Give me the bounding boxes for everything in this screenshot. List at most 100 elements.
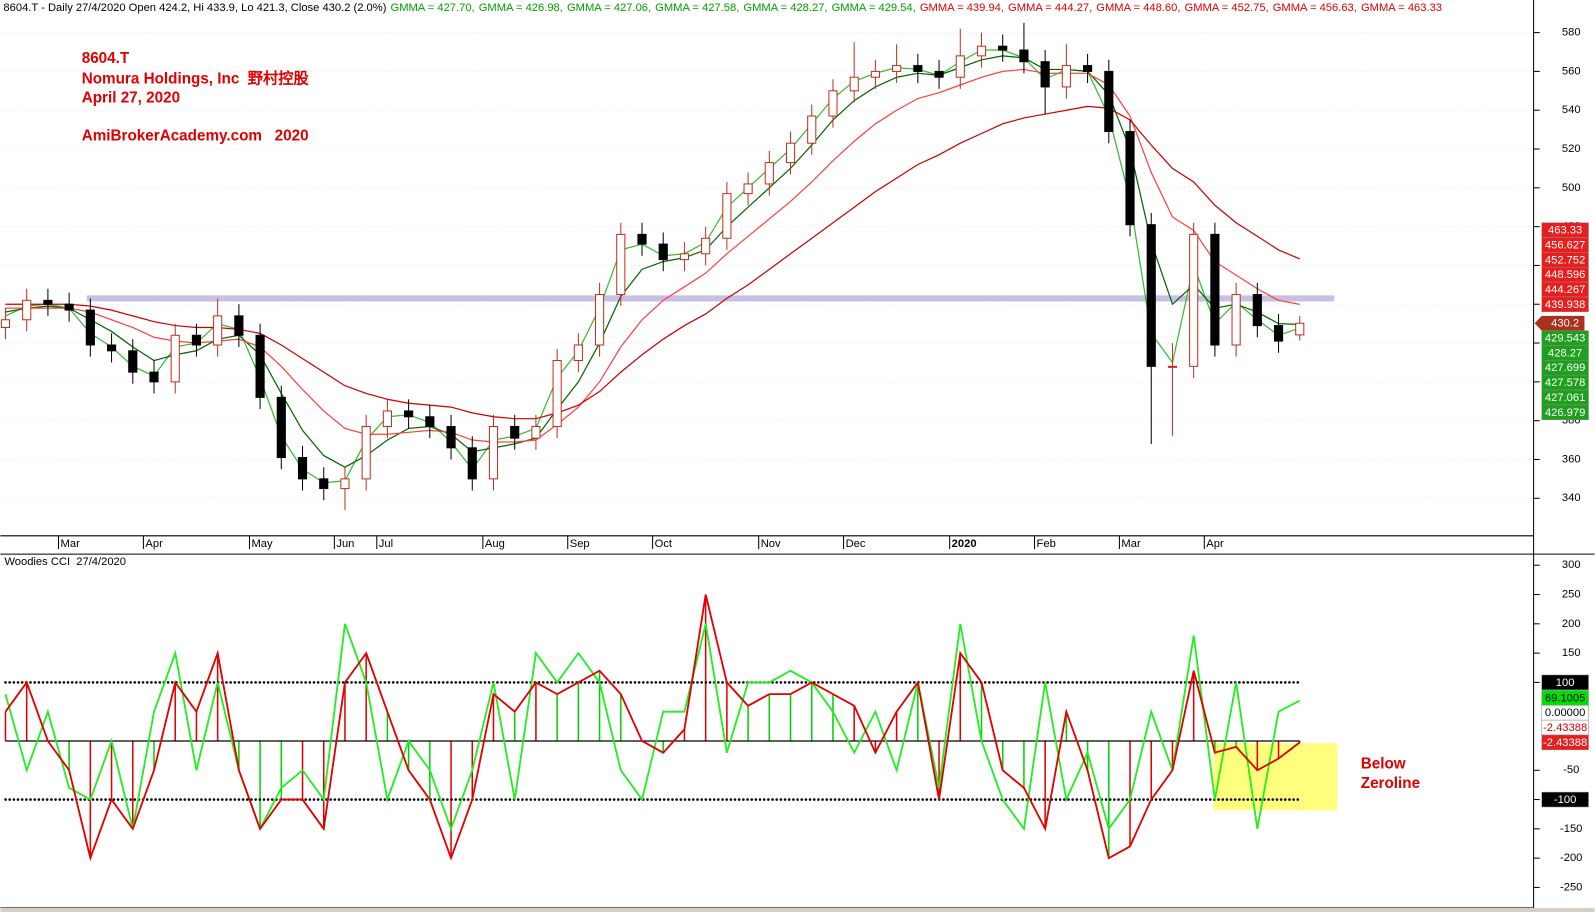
candle-body (658, 243, 668, 261)
candle-body (934, 70, 944, 78)
x-tick-label: Apr (145, 538, 163, 550)
candle-body (85, 309, 95, 346)
x-tick-label: Mar (61, 538, 81, 550)
candle-body (1019, 49, 1029, 63)
candle-body (998, 45, 1008, 51)
value-tag-label: 427.699 (1545, 362, 1585, 374)
annotation: Nomura Holdings, Inc 野村控股 (82, 69, 310, 87)
y-tick-label: 250 (1562, 588, 1581, 600)
candle-body (22, 299, 32, 321)
candle-body (785, 142, 796, 164)
value-tag-label: 427.578 (1545, 377, 1585, 389)
candle-body (828, 90, 838, 117)
value-tag-label: 456.627 (1545, 239, 1585, 251)
value-tag-label: -2.43388 (1543, 722, 1587, 734)
candle-body (446, 425, 456, 449)
candle-body (1231, 294, 1241, 346)
candle-body (679, 253, 690, 261)
x-tick-label: Apr (1206, 538, 1224, 550)
indicator-value: GMMA = 427.58, (655, 2, 739, 14)
value-tag-label: 429.543 (1545, 333, 1585, 345)
y-tick-label: 520 (1562, 143, 1581, 155)
y-tick-label: 580 (1562, 27, 1581, 39)
candle-body (297, 457, 308, 480)
value-tag-label: 448.596 (1545, 269, 1585, 281)
candle-body (807, 115, 817, 144)
candle-body (722, 193, 732, 239)
candle-body (234, 315, 244, 336)
value-tag-label: 444.267 (1545, 284, 1585, 296)
annotation: AmiBrokerAcademy.com 2020 (82, 127, 309, 144)
value-tag-label: 0.00000 (1545, 707, 1585, 719)
candle-body (892, 65, 902, 72)
candle-body (573, 344, 583, 362)
candle-body (488, 425, 499, 480)
candle-body (255, 334, 265, 398)
candle-body (149, 371, 159, 383)
candle-body (1040, 61, 1050, 88)
candle-body (1210, 233, 1220, 346)
indicator-value: GMMA = 448.60, (1096, 2, 1180, 14)
y-tick-label: -200 (1560, 852, 1582, 864)
candle-body (955, 55, 965, 78)
annotation: April 27, 2020 (82, 90, 180, 107)
candle-body (340, 478, 350, 490)
candle-body (870, 70, 880, 78)
candle-body (637, 233, 647, 245)
y-tick-label: 540 (1562, 104, 1581, 116)
candle-body (64, 303, 74, 311)
annotation: Zeroline (1361, 775, 1420, 792)
indicator-value: GMMA = 444.27, (1008, 2, 1092, 14)
indicator-value: GMMA = 439.94, (920, 2, 1004, 14)
y-tick-label: -50 (1563, 764, 1579, 776)
candle-body (1295, 322, 1305, 336)
candle-body (1104, 70, 1114, 133)
candle-body (1146, 224, 1156, 367)
y-tick-label: 360 (1562, 453, 1581, 465)
candle-body (1252, 294, 1262, 327)
candle-body (191, 334, 202, 346)
candle-body (616, 233, 626, 296)
indicator-value: GMMA = 463.33 (1361, 2, 1442, 14)
y-tick-label: 200 (1562, 618, 1581, 630)
candle-body (319, 478, 329, 490)
value-tag-bg (1541, 674, 1589, 691)
candle-body (128, 350, 138, 373)
plot-layer: 340360380400420440460480500520540560580M… (0, 22, 1589, 893)
candle-body (425, 416, 435, 427)
x-tick-label: Sep (570, 538, 590, 550)
value-tag-label: 426.979 (1545, 407, 1585, 419)
candle-body (170, 334, 180, 383)
candle-body (0, 319, 11, 329)
y-tick-label: 340 (1562, 492, 1581, 504)
candle-body (743, 183, 753, 195)
value-tag-bg (1541, 404, 1589, 420)
value-tag-label: 427.061 (1545, 392, 1585, 404)
candle-body (361, 425, 371, 480)
value-tag-label: -2.43388 (1543, 737, 1587, 749)
cci-line (4, 594, 1301, 862)
x-tick-label: Feb (1037, 538, 1056, 550)
header-title: 8604.T - Daily 27/4/2020 Open 424.2, Hi … (3, 2, 386, 14)
indicator-value: GMMA = 456.63, (1273, 2, 1357, 14)
value-tag-label: 439.938 (1545, 299, 1585, 311)
indicator-value: GMMA = 427.70, (391, 2, 475, 14)
candle-body (1167, 365, 1178, 368)
indicator-value: GMMA = 426.98, (479, 2, 563, 14)
value-tag-label: 463.33 (1548, 225, 1582, 237)
y-tick-label: 500 (1562, 182, 1581, 194)
candle-body (382, 410, 392, 427)
candle-body (594, 294, 605, 346)
indicator-value: GMMA = 452.75, (1185, 2, 1269, 14)
candle-body (1189, 233, 1199, 367)
y-tick-label: -150 (1560, 823, 1582, 835)
candle-body (276, 396, 286, 459)
sheet-tabs (0, 907, 1595, 912)
value-tag-label: 69.1005 (1545, 692, 1585, 704)
candle-body (701, 237, 711, 255)
candle-body (467, 447, 477, 480)
candle-body (531, 425, 541, 439)
annotation: Below (1361, 756, 1406, 773)
x-tick-label: Nov (761, 538, 781, 550)
